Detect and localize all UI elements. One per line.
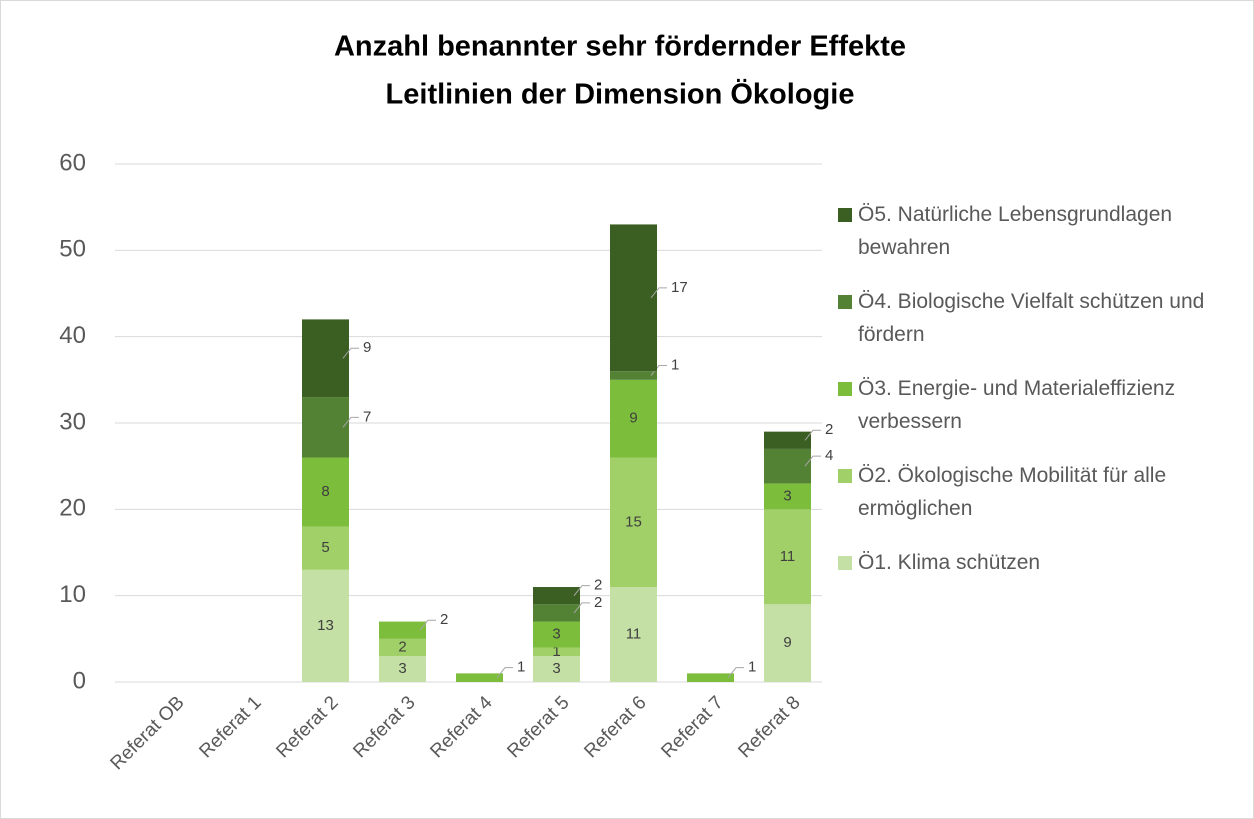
label-leader [496,667,513,678]
data-label: 7 [363,408,371,425]
bar-segment [533,587,580,605]
label-leader [650,365,667,376]
label-leader [573,585,590,596]
data-label: 2 [594,577,602,594]
data-label: 17 [671,279,688,296]
bar-segment [379,621,426,639]
data-label: 2 [825,421,833,438]
bar-segment [610,587,657,682]
legend-swatch [838,469,852,483]
chart-title: Anzahl benannter sehr fördernder Effekte [334,31,906,63]
bar-segment [302,569,349,682]
legend-item: Ö3. Energie- und Materialeffizienz verbe… [838,372,1248,438]
data-label: 3 [783,487,791,504]
legend-label: Ö4. Biologische Vielfalt schützen und fö… [858,290,1205,346]
data-label: 2 [398,638,406,655]
bar-segment [610,457,657,588]
legend-label: Ö3. Energie- und Materialeffizienz verbe… [858,377,1176,433]
bar-segment [610,379,657,458]
data-label: 11 [780,548,796,565]
legend-swatch [838,556,852,570]
y-tick-label: 30 [59,408,86,435]
data-label: 9 [629,410,637,427]
bar-segment [533,647,580,657]
data-label: 1 [671,356,679,373]
legend-item: Ö1. Klima schützen [838,546,1248,579]
bar-segment [764,448,811,484]
data-label: 3 [552,625,560,642]
legend-swatch [838,382,852,396]
data-label: 9 [363,339,371,356]
legend-item: Ö5. Natürliche Lebensgrundlagen bewahren [838,198,1248,264]
label-leader [804,429,821,441]
legend-label: Ö5. Natürliche Lebensgrundlagen bewahren [858,203,1173,259]
bar-segment [610,371,657,380]
bar-segment [764,483,811,510]
bar-segment [764,604,811,682]
legend-swatch [838,208,852,222]
bar-segment [379,638,426,657]
y-tick-label: 50 [59,236,86,263]
y-tick-label: 60 [59,149,86,176]
label-leader [804,455,821,467]
data-label: 2 [594,594,602,611]
legend-item: Ö4. Biologische Vielfalt schützen und fö… [838,285,1248,351]
bar-segment [302,457,349,527]
data-label: 3 [552,660,560,677]
bar-segment [687,673,734,682]
legend-label: Ö2. Ökologische Mobilität für alle ermög… [858,464,1167,520]
bar-segment [610,224,657,372]
bar-segment [764,509,811,605]
data-label: 5 [321,539,329,556]
legend-item: Ö2. Ökologische Mobilität für alle ermög… [838,459,1248,525]
data-label: 1 [552,643,560,660]
label-leader [573,602,590,614]
data-label: 2 [440,611,448,628]
data-label: 11 [626,625,642,642]
y-tick-label: 20 [59,495,86,522]
label-leader [342,347,359,359]
bar-segment [533,621,580,648]
data-label: 15 [625,513,642,530]
bar-segment [456,673,503,682]
bar-segment [764,431,811,449]
y-tick-label: 40 [59,322,86,349]
bar-segment [379,656,426,682]
legend-swatch [838,295,852,309]
legend-label: Ö1. Klima schützen [858,551,1041,574]
data-label: 1 [748,659,756,676]
label-leader [727,667,744,678]
label-leader [650,287,667,299]
data-label: 9 [783,634,791,651]
data-label: 4 [825,447,833,464]
chart-subtitle: Leitlinien der Dimension Ökologie [386,78,855,111]
bar-segment [533,604,580,622]
data-label: 8 [321,483,329,500]
bar-segment [302,319,349,398]
data-label: 1 [517,659,525,676]
data-label: 13 [317,617,334,634]
data-label: 3 [398,660,406,677]
y-tick-label: 10 [59,581,86,608]
y-tick-label: 0 [73,667,86,694]
label-leader [342,416,359,428]
bar-segment [533,656,580,682]
label-leader [419,619,436,631]
bar-segment [302,526,349,570]
bar-segment [302,397,349,458]
